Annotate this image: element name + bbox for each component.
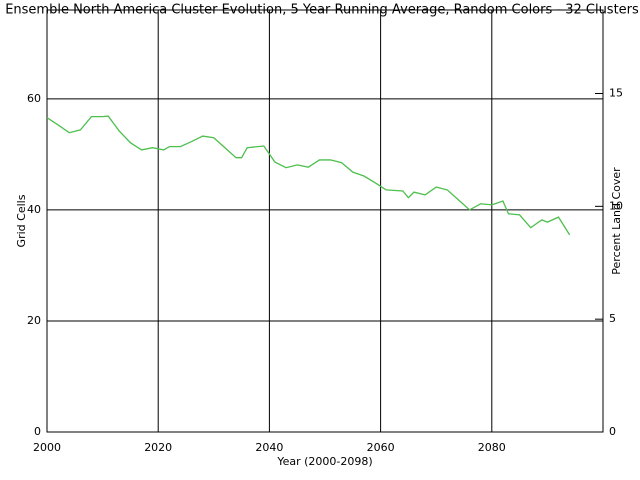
- x-tick-label: 2040: [255, 441, 283, 454]
- x-tick-label: 2060: [367, 441, 395, 454]
- data-line: [46, 115, 571, 236]
- y-tick-label: 40: [27, 203, 41, 216]
- y2-tick-label: 5: [609, 312, 616, 325]
- x-tick-label: 2000: [33, 441, 61, 454]
- y-tick-label: 20: [27, 314, 41, 327]
- plot-frame: [46, 9, 604, 433]
- y-tick-label: 0: [34, 425, 41, 438]
- y-tick-label: 60: [27, 92, 41, 105]
- x-tick-label: 2020: [144, 441, 172, 454]
- y2-tick-label: 10: [609, 199, 623, 212]
- y2-tick-label: 0: [609, 425, 616, 438]
- y2-tick-label: 15: [609, 86, 623, 99]
- x-tick-label: 2080: [478, 441, 506, 454]
- y2-axis-label: Percent Land Cover: [610, 167, 623, 275]
- y-axis-label: Grid Cells: [15, 194, 28, 247]
- x-axis-label: Year (2000-2098): [276, 455, 372, 468]
